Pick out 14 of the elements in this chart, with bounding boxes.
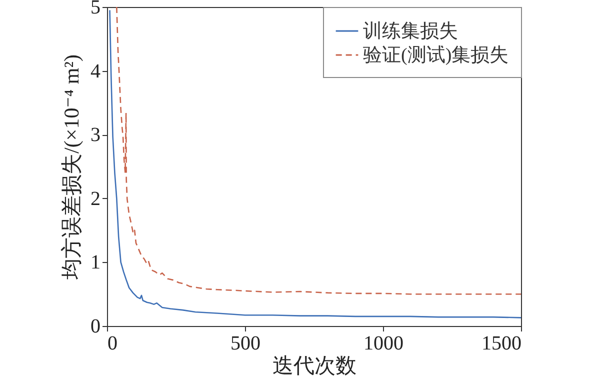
y-tick-label: 1 (90, 252, 100, 274)
legend-label: 训练集损失 (363, 21, 458, 42)
y-tick-label: 5 (90, 0, 100, 18)
y-tick-label: 3 (90, 124, 100, 146)
y-axis-title: 均方误差损失/(×10⁻⁴ m²) (60, 54, 84, 280)
x-tick-label: 500 (230, 332, 260, 354)
x-tick-label: 1000 (364, 332, 404, 354)
y-tick-label: 2 (90, 188, 100, 210)
y-tick-label: 4 (90, 60, 100, 82)
y-tick-label: 0 (90, 316, 100, 338)
x-axis-title: 迭代次数 (272, 354, 356, 378)
x-tick-label: 1500 (482, 332, 522, 354)
legend-label: 验证(测试)集损失 (363, 45, 509, 66)
x-tick-label: 0 (108, 332, 118, 354)
